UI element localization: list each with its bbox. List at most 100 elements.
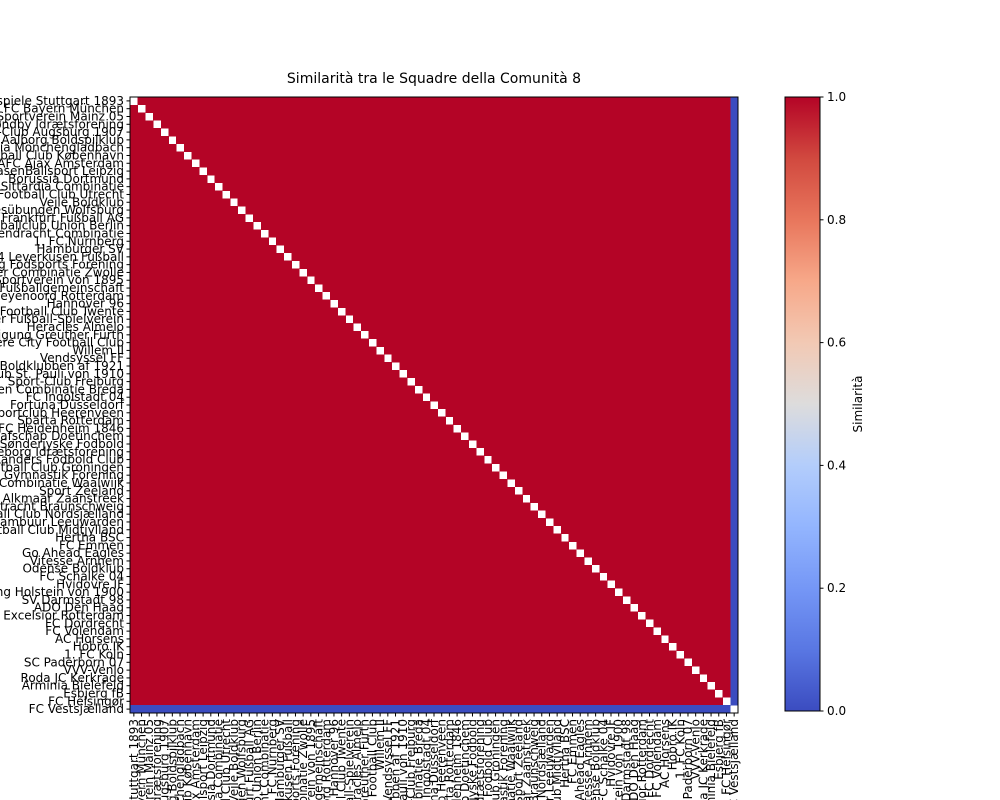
cell	[283, 284, 292, 293]
cell	[622, 276, 631, 285]
cell	[337, 120, 346, 129]
cell	[191, 221, 200, 230]
cell	[368, 299, 377, 308]
cell	[399, 424, 408, 433]
cell	[283, 338, 292, 347]
cell	[199, 408, 208, 417]
cell	[730, 112, 739, 121]
cell	[630, 182, 639, 191]
cell	[330, 377, 339, 386]
cell	[414, 198, 423, 207]
cell	[484, 206, 493, 215]
cell	[622, 128, 631, 137]
cell	[630, 307, 639, 316]
cell	[268, 323, 277, 332]
cell	[191, 393, 200, 402]
cell	[276, 174, 285, 184]
cell	[676, 401, 685, 410]
cell	[345, 276, 354, 285]
cell	[437, 393, 446, 402]
cell	[645, 120, 654, 129]
cell	[330, 346, 339, 355]
cell	[522, 346, 531, 355]
cell	[722, 479, 731, 488]
cell	[206, 159, 215, 168]
cell	[299, 377, 308, 386]
cell	[368, 221, 377, 230]
cell	[291, 206, 300, 215]
cell	[376, 252, 385, 262]
cell	[330, 502, 339, 511]
cell	[383, 159, 392, 168]
cell	[684, 268, 693, 277]
cell	[684, 260, 693, 269]
cell	[176, 128, 185, 137]
cell	[491, 354, 500, 363]
cell	[307, 135, 316, 145]
cell	[330, 206, 339, 215]
cell	[676, 260, 685, 269]
cell	[253, 323, 262, 332]
cell	[230, 112, 239, 121]
cell	[153, 369, 162, 379]
cell	[299, 260, 308, 269]
cell	[260, 330, 269, 340]
cell	[176, 237, 185, 246]
cell	[314, 502, 323, 511]
cell	[376, 416, 385, 425]
cell	[661, 362, 670, 371]
cell	[168, 408, 177, 417]
cell	[607, 135, 616, 145]
cell	[430, 588, 439, 597]
cell	[522, 323, 531, 332]
cell	[622, 198, 631, 207]
cell	[637, 533, 646, 542]
cell	[283, 206, 292, 215]
cell	[222, 330, 231, 340]
cell	[599, 221, 608, 230]
cell	[722, 541, 731, 550]
cell	[437, 245, 446, 254]
cell	[222, 237, 231, 246]
cell	[460, 206, 469, 215]
cell	[376, 549, 385, 558]
cell	[491, 104, 500, 113]
cell	[145, 549, 154, 558]
cell	[191, 510, 200, 519]
cell	[230, 174, 239, 184]
cell	[507, 338, 516, 347]
cell	[276, 479, 285, 488]
cell	[330, 494, 339, 503]
cell	[168, 268, 177, 277]
cell	[545, 447, 554, 456]
cell	[491, 510, 500, 519]
cell	[191, 377, 200, 386]
cell	[245, 455, 254, 464]
cell	[191, 362, 200, 371]
cell	[576, 190, 585, 199]
cell	[676, 463, 685, 472]
cell	[422, 268, 431, 277]
cell	[268, 385, 277, 394]
cell	[414, 260, 423, 269]
cell	[145, 213, 154, 223]
cell	[584, 284, 593, 293]
cell	[722, 151, 731, 160]
cell	[137, 120, 146, 129]
cell	[614, 213, 623, 223]
cell	[514, 128, 523, 137]
cell	[307, 315, 316, 324]
cell	[253, 104, 262, 113]
cell	[214, 432, 223, 441]
cell	[299, 510, 308, 519]
cell	[276, 167, 285, 176]
cell	[530, 541, 539, 550]
cell	[422, 525, 431, 534]
cell	[376, 112, 385, 121]
cell	[191, 564, 200, 573]
cell	[460, 463, 469, 472]
cell	[137, 213, 146, 223]
cell	[130, 479, 138, 488]
cell	[599, 549, 608, 558]
cell	[291, 120, 300, 129]
